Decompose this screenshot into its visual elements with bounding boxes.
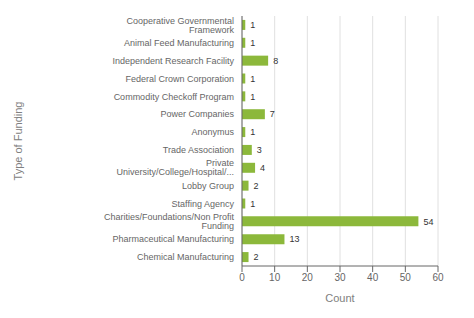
svg-text:40: 40 xyxy=(367,272,379,283)
svg-text:20: 20 xyxy=(302,272,314,283)
svg-text:Pharmaceutical Manufacturing: Pharmaceutical Manufacturing xyxy=(112,234,234,244)
svg-text:0: 0 xyxy=(239,272,245,283)
svg-text:Trade Association: Trade Association xyxy=(163,145,234,155)
svg-text:4: 4 xyxy=(260,163,265,173)
svg-text:10: 10 xyxy=(269,272,281,283)
svg-text:7: 7 xyxy=(270,109,275,119)
svg-text:Lobby Group: Lobby Group xyxy=(182,181,234,191)
svg-text:Type of Funding: Type of Funding xyxy=(12,102,24,181)
svg-text:1: 1 xyxy=(250,38,255,48)
svg-text:Anonymus: Anonymus xyxy=(191,127,234,137)
svg-text:1: 1 xyxy=(250,20,255,30)
svg-text:1: 1 xyxy=(250,92,255,102)
svg-text:1: 1 xyxy=(250,74,255,84)
svg-text:Count: Count xyxy=(325,292,354,304)
svg-text:13: 13 xyxy=(289,234,299,244)
svg-text:Federal Crown Corporation: Federal Crown Corporation xyxy=(125,74,234,84)
svg-text:3: 3 xyxy=(257,145,262,155)
svg-text:1: 1 xyxy=(250,199,255,209)
svg-text:60: 60 xyxy=(432,272,444,283)
svg-text:2: 2 xyxy=(254,252,259,262)
svg-text:30: 30 xyxy=(334,272,346,283)
svg-text:Animal Feed Manufacturing: Animal Feed Manufacturing xyxy=(124,38,234,48)
svg-text:Chemical Manufacturing: Chemical Manufacturing xyxy=(137,252,234,262)
svg-text:2: 2 xyxy=(254,181,259,191)
svg-text:Commodity Checkoff Program: Commodity Checkoff Program xyxy=(114,92,234,102)
svg-text:Independent Research Facility: Independent Research Facility xyxy=(112,56,234,66)
svg-text:PrivateUniversity/College/Hosp: PrivateUniversity/College/Hospital/... xyxy=(116,158,234,177)
svg-text:8: 8 xyxy=(273,56,278,66)
svg-text:Cooperative GovernmentalFramew: Cooperative GovernmentalFramework xyxy=(126,16,234,35)
svg-text:50: 50 xyxy=(400,272,412,283)
svg-text:1: 1 xyxy=(250,127,255,137)
svg-text:Power Companies: Power Companies xyxy=(160,109,234,119)
svg-text:Charities/Foundations/Non Prof: Charities/Foundations/Non ProfitFunding xyxy=(104,212,235,231)
svg-text:Staffing Agency: Staffing Agency xyxy=(172,199,235,209)
svg-text:54: 54 xyxy=(423,217,433,227)
